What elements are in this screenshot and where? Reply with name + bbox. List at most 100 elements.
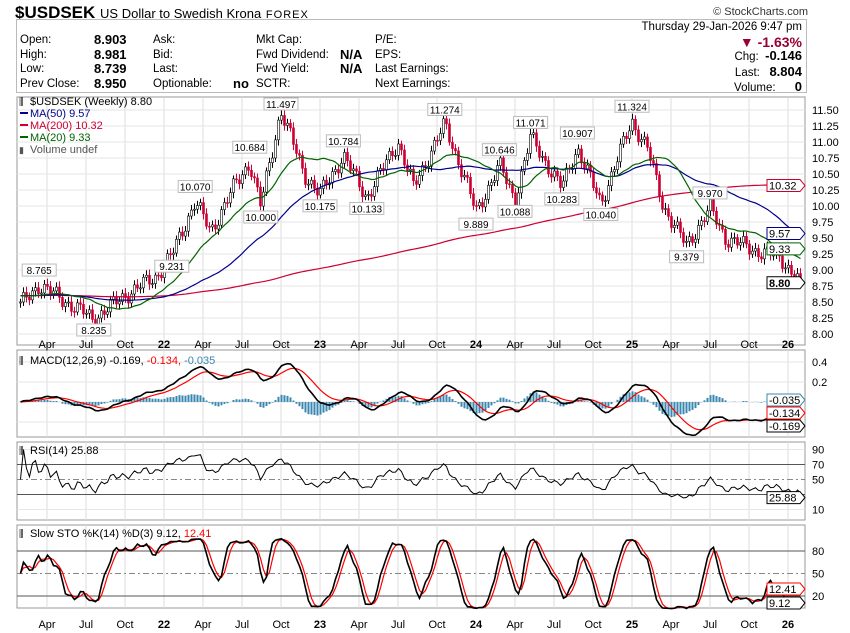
candle-body xyxy=(70,301,73,312)
price-annotation: 10.283 xyxy=(547,195,578,206)
watermark: © StockCharts.com xyxy=(713,6,808,18)
price-annotation: 10.040 xyxy=(586,210,617,221)
candle-body xyxy=(433,139,436,152)
price-annotation-box xyxy=(21,263,57,277)
macd-histogram-bar xyxy=(133,397,136,402)
candle-body xyxy=(19,301,22,304)
candle-body xyxy=(430,150,433,167)
candle-body xyxy=(265,170,268,193)
candle-body xyxy=(76,302,79,313)
candle-body xyxy=(220,209,223,226)
macd-histogram-bar xyxy=(298,402,301,407)
field-value: N/A xyxy=(340,61,363,76)
x-tick-label: Jul xyxy=(703,339,717,351)
candle-body xyxy=(238,179,241,185)
sto-tick-label: 20 xyxy=(812,591,824,603)
x-tick-label-bottom: Jul xyxy=(703,619,717,631)
price-annotation-box xyxy=(614,99,650,113)
macd-histogram-bar xyxy=(448,396,451,402)
macd-histogram-bar xyxy=(616,399,619,402)
quote-field: Low: 8.739 xyxy=(20,61,130,77)
candle-body xyxy=(736,237,739,246)
macd-histogram-bar xyxy=(439,396,442,402)
x-tick-label-bottom: Apr xyxy=(662,619,679,631)
macd-histogram-bar xyxy=(43,399,46,402)
macd-histogram-bar xyxy=(226,402,229,404)
macd-histogram-bar xyxy=(442,394,445,402)
candle-body xyxy=(22,292,25,303)
rsi-line xyxy=(19,449,801,499)
candle-body xyxy=(688,236,691,242)
candle-body xyxy=(478,202,481,207)
macd-histogram-bar xyxy=(703,400,706,402)
value-tag-label-ma50: 9.57 xyxy=(769,229,790,241)
macd-histogram-bar xyxy=(304,402,307,413)
macd-histogram-bar xyxy=(181,395,184,402)
macd-histogram-bar xyxy=(148,397,151,402)
macd-histogram-bar xyxy=(694,402,697,409)
candle-body xyxy=(655,163,658,176)
sto-k-line xyxy=(19,537,801,610)
macd-histogram-bar xyxy=(667,402,670,417)
macd-histogram-bar xyxy=(418,402,421,406)
macd-histogram-bar xyxy=(406,400,409,402)
value-tag-label-rsi: 25.88 xyxy=(769,493,797,505)
macd-histogram-bar xyxy=(604,402,607,409)
candle-body xyxy=(301,154,304,169)
value-tag-ma200 xyxy=(766,179,806,193)
candlestick-icon: ⫼ xyxy=(19,97,24,108)
macd-histogram-bar xyxy=(184,395,187,402)
macd-histogram-bar xyxy=(610,402,613,405)
macd-histogram-bar xyxy=(688,402,691,412)
x-tick-label-bottom: Apr xyxy=(506,619,523,631)
price-tick-label: 9.75 xyxy=(812,217,833,229)
candle-body xyxy=(310,179,313,185)
macd-histogram-bar xyxy=(685,402,688,414)
candle-body xyxy=(415,180,418,185)
value-tag-label-hist: -0.035 xyxy=(769,395,800,407)
price-annotation: 11.071 xyxy=(516,118,546,129)
macd-histogram-bar xyxy=(415,402,418,406)
field-value: 8.903 xyxy=(94,32,127,47)
candle-body xyxy=(145,274,148,278)
candle-body xyxy=(109,298,112,313)
candle-body xyxy=(247,166,250,171)
candle-body xyxy=(646,136,649,148)
macd-histogram-bar xyxy=(652,402,655,405)
macd-histogram-bar xyxy=(205,400,208,402)
x-tick-label-bottom: 24 xyxy=(470,619,483,631)
macd-histogram-bar xyxy=(289,397,292,402)
candle-body xyxy=(235,178,238,181)
candle-body xyxy=(169,253,172,255)
field-label: Last: xyxy=(153,63,178,75)
candle-body xyxy=(508,183,511,185)
macd-histogram-bar xyxy=(238,399,241,402)
price-tick-label: 8.50 xyxy=(812,297,833,309)
candle-body xyxy=(532,132,535,135)
candle-body xyxy=(148,274,151,285)
candle-body xyxy=(724,229,727,245)
candle-body xyxy=(730,237,733,248)
macd-histogram-bar xyxy=(496,400,499,402)
macd-histogram-bar xyxy=(760,402,763,403)
x-tick-label: Oct xyxy=(116,339,133,351)
exchange: FOREX xyxy=(265,9,309,21)
macd-histogram-bar xyxy=(310,402,313,415)
quote-col-1: Open: 8.903 High: 8.981 Low: 8.739 Prev Close:… xyxy=(20,32,130,91)
macd-histogram-bar xyxy=(433,398,436,402)
candle-body xyxy=(673,225,676,228)
candle-body xyxy=(760,256,763,260)
candle-body xyxy=(676,221,679,226)
macd-histogram-bar xyxy=(136,397,139,402)
macd-histogram-bar xyxy=(490,402,493,406)
candle-body xyxy=(550,173,553,178)
candle-body xyxy=(67,301,70,304)
price-annotation: 9.231 xyxy=(159,262,184,273)
legend-macd_hist: -0.035 xyxy=(181,355,215,367)
candle-body xyxy=(226,202,229,204)
macd-histogram-bar xyxy=(472,402,475,414)
x-tick-label: Apr xyxy=(194,339,211,351)
candle-body xyxy=(400,143,403,151)
value-tag-ma20 xyxy=(766,242,806,256)
